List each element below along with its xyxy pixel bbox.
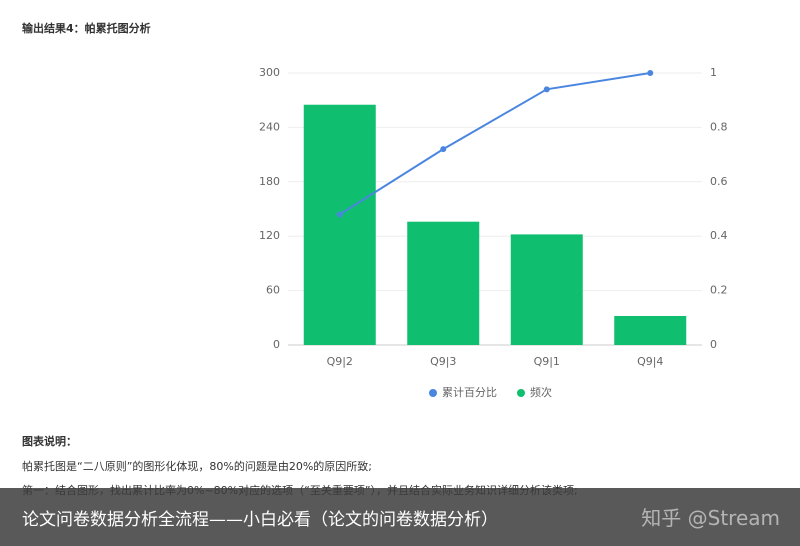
bar	[510, 234, 583, 345]
line-point	[336, 211, 343, 218]
legend-label: 频次	[530, 385, 552, 399]
banner-source: 知乎 @Stream	[641, 506, 780, 530]
y2-tick-label: 1	[710, 66, 717, 79]
x-tick-label: Q9|3	[430, 355, 456, 368]
line	[339, 72, 651, 216]
banner-title: 论文问卷数据分析全流程——小白必看（论文的问卷数据分析）	[22, 510, 498, 530]
y-tick-label: 180	[259, 175, 280, 188]
y2-tick-label: 0.6	[710, 175, 728, 188]
y2-tick-label: 0.8	[710, 120, 728, 133]
banner: 论文问卷数据分析全流程——小白必看（论文的问卷数据分析） 知乎 @Stream	[0, 488, 800, 546]
legend-label: 累计百分比	[442, 386, 497, 399]
x-tick-label: Q9|2	[327, 355, 353, 368]
line-point	[543, 86, 550, 93]
chart: 0 60 120 180 240 300 0 0.2 0.4 0.6 0.8 1 Q9|2 Q9|3 Q9|…	[259, 66, 728, 399]
line-point	[440, 146, 447, 153]
y-tick-label: 300	[259, 66, 280, 79]
bar	[614, 315, 687, 345]
x-tick-label: Q9|1	[534, 355, 560, 368]
header-title: 输出结果4：帕累托图分析	[22, 22, 151, 35]
x-tick-label: Q9|4	[637, 355, 663, 368]
line-point	[647, 70, 654, 76]
y-tick-label: 0	[273, 338, 280, 351]
y-tick-label: 120	[259, 229, 280, 242]
y2-tick-label: 0.2	[710, 284, 728, 297]
notes-line: 帕累托图是“二八原则”的图形化体现，80%的问题是由20%的原因所致;	[22, 460, 372, 473]
y2-tick-label: 0	[710, 338, 717, 351]
legend-marker	[429, 389, 437, 397]
bar	[303, 104, 376, 345]
y2-tick-label: 0.4	[710, 229, 728, 242]
legend-marker	[517, 389, 525, 397]
notes-title: 图表说明：	[22, 435, 77, 448]
bar	[407, 221, 480, 345]
y-tick-label: 240	[259, 120, 280, 133]
y-tick-label: 60	[266, 284, 280, 297]
